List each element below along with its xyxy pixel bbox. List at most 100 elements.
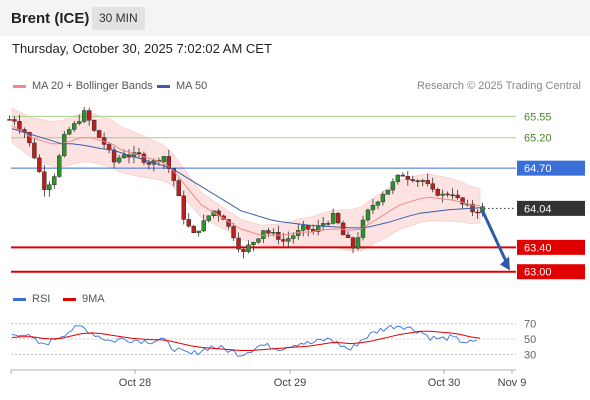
rsi-tick-50: 50	[524, 334, 536, 346]
candle-body	[57, 155, 62, 177]
rsi-tick-70: 70	[524, 319, 536, 331]
legend-rsi-ma-label: 9MA	[82, 293, 105, 305]
candle-body	[450, 194, 455, 197]
ma20-line	[11, 125, 481, 236]
candle-body	[400, 174, 406, 177]
research-credit: Research © 2025 Trading Central	[416, 80, 581, 92]
candle-body	[136, 152, 142, 155]
candle-body	[330, 213, 336, 224]
candle-body	[47, 184, 52, 190]
level-tag-64.70	[517, 160, 585, 176]
candle-body	[111, 149, 117, 163]
candle-body	[196, 230, 201, 233]
level-tag-63.40	[517, 239, 585, 255]
x-tick-label: Nov 9	[498, 377, 527, 389]
candle-body	[380, 194, 386, 203]
candle-body	[301, 225, 306, 231]
candle-body	[430, 183, 435, 190]
candle-body	[345, 234, 351, 239]
candle-body	[271, 232, 276, 234]
candle-body	[7, 119, 12, 121]
candle-body	[355, 237, 361, 249]
rsi-ma-line	[11, 330, 481, 351]
candle-body	[435, 189, 440, 196]
candle-body	[455, 194, 460, 198]
candle-body	[335, 213, 341, 224]
legend-rsi-ma: 9MA	[63, 293, 105, 305]
candle-body	[241, 249, 246, 252]
candle-body	[77, 121, 82, 124]
legend-ma50: MA 50	[157, 80, 207, 92]
chart-datetime: Thursday, October 30, 2025 7:02:02 AM CE…	[12, 41, 272, 56]
projection-arrow-head	[500, 256, 510, 271]
legend-rsi: RSI	[13, 293, 50, 305]
candle-body	[395, 174, 401, 182]
candle-body	[62, 133, 67, 157]
timeframe-badge[interactable]: 30 MIN	[92, 7, 145, 30]
level-label-64.70: 64.70	[524, 163, 552, 175]
rsi-line	[11, 324, 477, 357]
candle-body	[276, 232, 281, 240]
candle-body	[146, 162, 152, 165]
candle-body	[206, 215, 211, 221]
candle-body	[141, 153, 147, 163]
legend-ma20: MA 20 + Bollinger Bands	[13, 80, 153, 92]
candle-body	[81, 110, 87, 122]
candle-body	[236, 237, 241, 250]
instrument-title: Brent (ICE)	[11, 10, 90, 27]
level-label-65.20: 65.20	[524, 133, 552, 145]
x-tick-label: Oct 30	[428, 377, 460, 389]
candle-body	[325, 223, 331, 225]
level-label-65.55: 65.55	[524, 111, 552, 123]
candle-body	[390, 181, 396, 191]
candle-body	[286, 238, 291, 242]
bollinger-band	[11, 107, 481, 252]
candle-body	[12, 119, 17, 122]
candle-body	[460, 197, 465, 205]
ma50-swatch	[157, 84, 170, 88]
candle-body	[410, 179, 415, 181]
candle-body	[291, 235, 296, 239]
candle-body	[425, 180, 430, 184]
candle-body	[176, 180, 181, 197]
candle-body	[86, 110, 92, 121]
candle-body	[306, 225, 311, 230]
candle-body	[72, 123, 77, 130]
candle-body	[42, 171, 47, 190]
candle-body	[281, 239, 286, 242]
candle-body	[475, 211, 480, 214]
candle-body	[201, 220, 206, 232]
candle-body	[52, 176, 57, 185]
candle-body	[365, 209, 371, 221]
rsi-ma-swatch	[63, 297, 76, 301]
candle-body	[116, 157, 122, 163]
x-tick-label: Oct 29	[274, 377, 306, 389]
level-label-63.00: 63.00	[524, 267, 552, 279]
level-tag-64.04	[517, 200, 585, 216]
candle-body	[385, 189, 391, 195]
candle-body	[256, 238, 261, 243]
legend-ma20-label: MA 20 + Bollinger Bands	[32, 80, 153, 92]
candle-body	[350, 237, 356, 249]
candle-body	[171, 168, 177, 181]
candle-body	[415, 180, 420, 182]
candle-body	[186, 219, 191, 227]
candle-body	[261, 230, 266, 239]
candle-body	[251, 242, 256, 246]
x-tick-label: Oct 28	[119, 377, 151, 389]
candle-body	[440, 193, 445, 196]
candle-body	[161, 156, 167, 162]
level-tag-63.00	[517, 264, 585, 280]
candle-body	[445, 193, 450, 196]
ma20-swatch	[13, 84, 26, 88]
level-label-63.40: 63.40	[524, 242, 552, 254]
candle-body	[32, 142, 37, 159]
rsi-tick-30: 30	[524, 349, 536, 361]
legend-rsi-label: RSI	[32, 293, 51, 305]
candle-body	[91, 120, 97, 131]
candle-body	[191, 225, 196, 233]
candle-body	[96, 130, 102, 138]
ma50-line	[11, 128, 481, 229]
candle-body	[370, 205, 376, 211]
